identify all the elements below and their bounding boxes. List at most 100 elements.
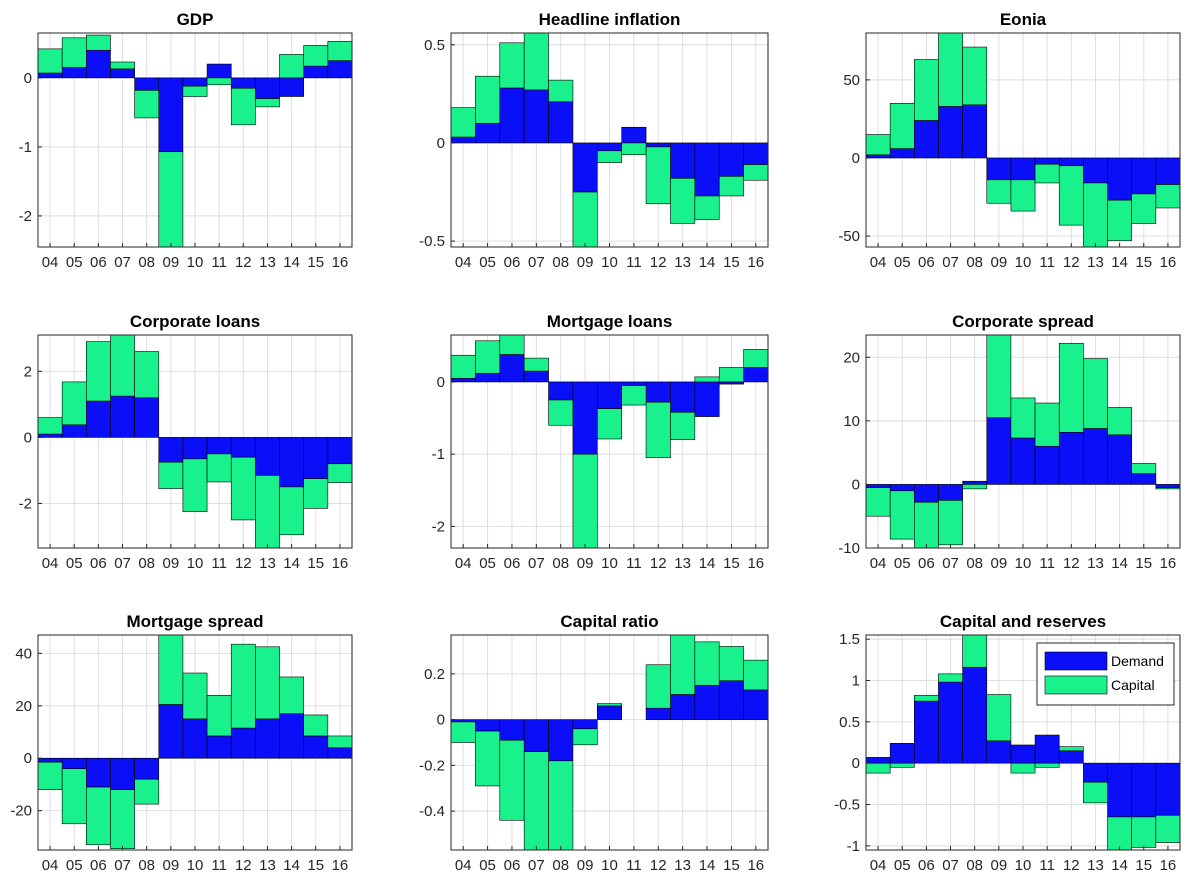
bar-demand-05 <box>61 67 87 79</box>
y-tick-label: -1 <box>19 139 32 156</box>
bar-capital-07 <box>110 789 135 849</box>
x-tick-label: 13 <box>1087 555 1104 572</box>
bar-capital-16 <box>327 735 352 749</box>
bar-demand-05 <box>475 123 501 144</box>
bar-demand-11 <box>1034 734 1060 764</box>
bar-capital-06 <box>914 501 939 548</box>
x-tick-label: 16 <box>332 555 349 572</box>
bar-demand-04 <box>866 757 891 764</box>
x-tick-label: 07 <box>528 857 545 874</box>
bar-demand-14 <box>1107 762 1132 818</box>
bar-demand-08 <box>134 757 160 780</box>
bar-demand-09 <box>572 381 598 455</box>
panel-title: Capital and reserves <box>940 612 1106 631</box>
bar-capital-14 <box>279 676 304 714</box>
panel-6: -20 0 20 40 04 05 06 07 08 09 10 11 12 13 14 15 16 Mortga… <box>10 612 353 874</box>
x-tick-label: 08 <box>138 857 155 874</box>
panel-title: Headline inflation <box>539 10 681 29</box>
bars <box>38 335 352 548</box>
y-tick-label: -2 <box>19 208 32 225</box>
bar-demand-05 <box>889 743 915 764</box>
bar-demand-12 <box>645 707 671 720</box>
x-tick-label: 05 <box>894 857 911 874</box>
bar-demand-11 <box>621 126 647 144</box>
x-tick-label: 05 <box>479 254 496 271</box>
bar-capital-14 <box>694 195 720 220</box>
bar-capital-10 <box>597 408 622 440</box>
x-tick-label: 11 <box>1039 857 1055 874</box>
bar-demand-16 <box>1155 762 1180 816</box>
x-tick-label: 09 <box>577 857 594 874</box>
bars <box>451 33 768 247</box>
bar-capital-09 <box>986 694 1012 742</box>
bar-capital-04 <box>866 762 891 774</box>
panel-7: -0.4 -0.2 0 0.2 04 05 06 07 08 09 10 11 12 13 14 15 16 Ca… <box>419 612 769 874</box>
bar-demand-06 <box>86 757 111 788</box>
x-tick-label: 14 <box>699 254 716 271</box>
x-tick-label: 06 <box>504 857 521 874</box>
bar-capital-09 <box>158 461 184 489</box>
x-tick-label: 16 <box>1160 555 1177 572</box>
x-tick-label: 05 <box>479 857 496 874</box>
x-tick-label: 10 <box>187 555 204 572</box>
y-tick-label: 40 <box>15 645 32 662</box>
bar-demand-16 <box>743 142 768 165</box>
x-tick-label: 08 <box>138 555 155 572</box>
bar-demand-13 <box>1083 157 1108 184</box>
bar-capital-06 <box>914 59 939 121</box>
bar-demand-13 <box>255 77 280 99</box>
bar-capital-16 <box>1155 184 1180 209</box>
x-tick-label: 05 <box>479 555 496 572</box>
x-tick-label: 10 <box>1015 254 1032 271</box>
bar-capital-13 <box>1083 358 1108 429</box>
bar-demand-13 <box>670 381 696 413</box>
y-tick-label: -20 <box>10 803 32 820</box>
bar-demand-07 <box>523 719 549 752</box>
bar-capital-14 <box>279 486 304 536</box>
bar-demand-08 <box>134 397 160 438</box>
x-tick-label: 15 <box>723 555 740 572</box>
x-tick-label: 12 <box>1063 254 1080 271</box>
bar-capital-08 <box>134 89 160 119</box>
x-tick-label: 13 <box>259 555 276 572</box>
x-tick-label: 12 <box>650 555 667 572</box>
bar-demand-14 <box>1107 157 1132 201</box>
x-tick-label: 04 <box>870 857 887 874</box>
y-tick-label: -0.4 <box>419 803 445 820</box>
bar-demand-16 <box>743 367 768 383</box>
y-tick-label: 0 <box>24 750 32 767</box>
x-tick-label: 14 <box>1111 857 1128 874</box>
bar-demand-08 <box>134 77 160 91</box>
x-tick-label: 05 <box>894 555 911 572</box>
bar-demand-14 <box>694 381 720 417</box>
y-tick-label: 0.2 <box>424 666 445 683</box>
panel-title: Corporate loans <box>130 312 260 331</box>
x-tick-label: 10 <box>1015 857 1032 874</box>
bar-demand-14 <box>279 713 304 759</box>
x-tick-label: 12 <box>650 254 667 271</box>
bar-capital-15 <box>1131 193 1157 224</box>
legend-swatch-capital <box>1044 675 1108 695</box>
x-tick-label: 08 <box>966 254 983 271</box>
x-tick-label: 11 <box>1039 254 1055 271</box>
bar-capital-08 <box>548 79 574 103</box>
bar-capital-13 <box>255 475 280 548</box>
bar-demand-13 <box>255 718 280 759</box>
bar-capital-13 <box>255 646 280 720</box>
x-tick-label: 12 <box>235 254 252 271</box>
x-tick-label: 06 <box>918 857 935 874</box>
x-tick-label: 12 <box>1063 555 1080 572</box>
bar-capital-11 <box>621 142 647 156</box>
y-tick-label: 0 <box>437 712 445 729</box>
bars <box>38 635 352 849</box>
y-tick-label: 0 <box>24 70 32 87</box>
x-tick-label: 04 <box>870 254 887 271</box>
bar-demand-10 <box>1010 157 1036 181</box>
bar-demand-06 <box>86 49 111 79</box>
panel-0: -2 -1 0 04 05 06 07 08 09 10 11 12 13 14 15 16 GDP <box>19 10 353 271</box>
bar-capital-15 <box>718 367 744 383</box>
bar-capital-07 <box>938 500 963 546</box>
bar-demand-08 <box>548 719 574 762</box>
bar-demand-06 <box>86 400 111 438</box>
bar-capital-11 <box>1034 762 1060 768</box>
